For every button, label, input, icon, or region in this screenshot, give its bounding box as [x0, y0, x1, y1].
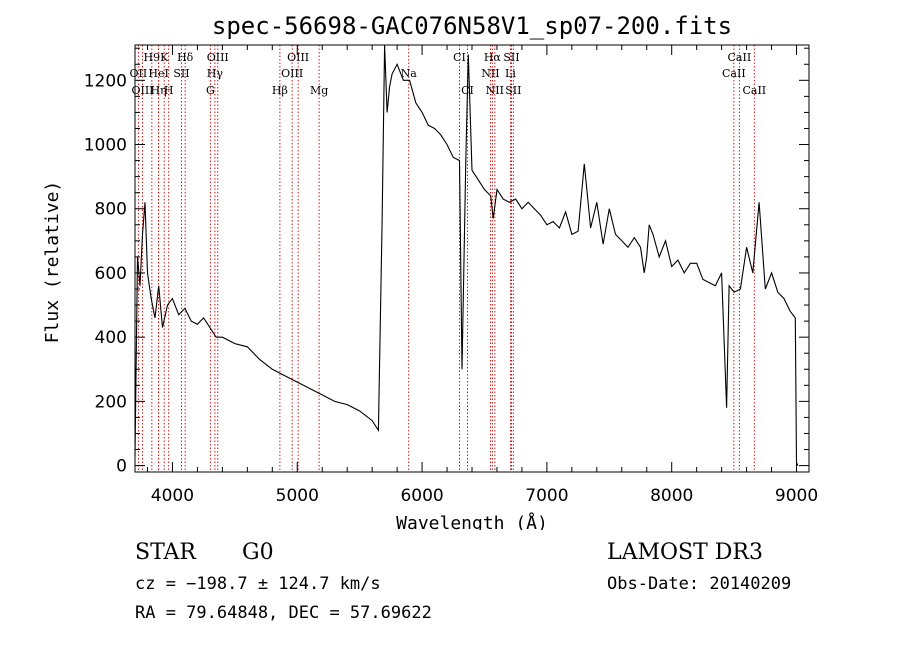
line-label-sii: SII [505, 84, 521, 97]
x-tick-label: 7000 [525, 486, 568, 506]
y-tick-label: 200 [95, 392, 127, 412]
redshift-info: cz = −198.7 ± 124.7 km/s [135, 574, 381, 594]
line-label-ci: CI [453, 51, 466, 64]
y-tick-label: 800 [95, 200, 127, 220]
axis-ticks: 4000 5000 6000 7000 8000 9000 0 200 400 600 800 100… [84, 45, 818, 506]
line-label-hδ: Hδ [177, 51, 194, 64]
y-tick-label: 1200 [84, 71, 127, 91]
line-label-caii: CaII [728, 51, 752, 64]
line-label-hη: Hη [150, 84, 166, 97]
line-label-oiii: OIII [207, 51, 229, 64]
line-label-oiii: OIII [281, 67, 303, 80]
spectrum-chart: 4000 5000 6000 7000 8000 9000 0 200 400 600 800 100… [42, 12, 818, 530]
x-tick-label: 4000 [151, 486, 194, 506]
object-class: STAR [135, 540, 196, 565]
y-tick-label: 400 [95, 328, 127, 348]
line-label-oiii: OIII [131, 84, 153, 97]
line-label-li: Li [505, 67, 516, 80]
plot-frame [134, 44, 810, 473]
line-label-k: K [160, 51, 169, 64]
line-label-oiii: OIII [287, 51, 309, 64]
spectral-line-labels: H9 HηH Hδ Hγ Hβ Hα OII OIII K HeI SII OIII G OIII OIII… [130, 51, 767, 97]
line-label-mg: Mg [310, 84, 328, 97]
line-label-h: H [164, 84, 174, 97]
line-label-nii: NII [481, 67, 499, 80]
line-label-hγ: Hγ [207, 67, 224, 80]
y-tick-label: 0 [116, 457, 127, 477]
line-label-ci: CI [461, 84, 474, 97]
x-axis-label: Wavelength (Å) [396, 512, 548, 530]
line-label-h9: H9 [144, 51, 161, 64]
line-label-oii: OII [130, 67, 148, 80]
line-label-na: Na [401, 67, 418, 80]
spectrum-line [134, 44, 799, 466]
line-label-caii: CaII [742, 84, 766, 97]
spectral-line-markers [137, 45, 755, 472]
object-subclass: G0 [242, 540, 274, 565]
line-label-sii: SII [173, 67, 189, 80]
line-label-caii: CaII [722, 67, 746, 80]
line-label-nii: NII [486, 84, 504, 97]
line-label-hα: Hα [484, 51, 502, 64]
line-label-sii: SII [503, 51, 519, 64]
survey-name: LAMOST DR3 [607, 540, 763, 565]
x-tick-label: 8000 [650, 486, 693, 506]
y-tick-label: 1000 [84, 136, 127, 156]
chart-title: spec-56698-GAC076N58V1_sp07-200.fits [212, 12, 732, 40]
y-axis-label: Flux (relative) [42, 181, 63, 344]
x-tick-label: 9000 [775, 486, 818, 506]
x-tick-label: 5000 [276, 486, 319, 506]
line-label-hβ: Hβ [272, 84, 288, 97]
line-label-g: G [206, 84, 215, 97]
x-tick-label: 6000 [400, 486, 443, 506]
line-label-hei: HeI [148, 67, 168, 80]
coordinates: RA = 79.64848, DEC = 57.69622 [135, 603, 432, 623]
y-tick-label: 600 [95, 264, 127, 284]
observation-date: Obs-Date: 20140209 [607, 574, 792, 594]
